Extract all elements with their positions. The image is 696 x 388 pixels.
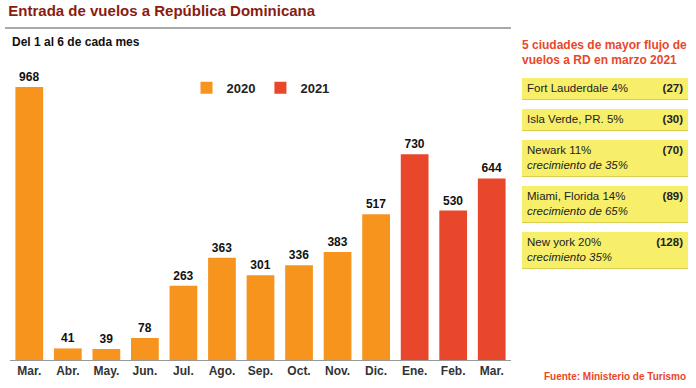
svg-text:Mar.: Mar. [17,364,41,378]
svg-text:Jul.: Jul. [173,364,194,378]
svg-text:263: 263 [173,269,193,283]
svg-text:363: 363 [212,241,232,255]
svg-text:Del 1 al 6 de cada mes: Del 1 al 6 de cada mes [12,35,140,49]
svg-text:2021: 2021 [300,81,329,96]
svg-text:644: 644 [482,161,502,175]
svg-text:Nov.: Nov. [325,364,350,378]
svg-text:530: 530 [443,194,463,208]
html-text:(128): (128) [656,236,683,248]
svg-text:Jun.: Jun. [133,364,158,378]
svg-text:336: 336 [289,248,309,262]
html-text:Fuente: Ministerio de Turismo: Fuente: Ministerio de Turismo [544,371,686,382]
svg-text:Mar.: Mar. [480,364,504,378]
svg-text:Feb.: Feb. [441,364,466,378]
html-text:crecimiento de 65%: crecimiento de 65% [527,205,628,217]
html-text:5 ciudades de mayor flujo de v: 5 ciudades de mayor flujo de vuelos a RD… [522,38,687,67]
html-text:(30): (30) [662,113,683,125]
html-text:(89): (89) [662,190,683,202]
svg-text:78: 78 [138,321,152,335]
svg-text:517: 517 [366,197,386,211]
html-text:New york 20%: New york 20% [527,236,602,248]
html-text:Miami, Florida 14%: Miami, Florida 14% [527,190,626,202]
html-text:Fort Lauderdale 4%: Fort Lauderdale 4% [527,82,628,94]
svg-text:41: 41 [61,331,75,345]
svg-text:301: 301 [250,258,270,272]
svg-text:Sep.: Sep. [248,364,273,378]
svg-text:2020: 2020 [227,81,256,96]
html-text:(27): (27) [662,82,683,94]
svg-text:730: 730 [404,137,424,151]
svg-text:May.: May. [93,364,119,378]
html-text:(70): (70) [662,144,683,156]
svg-text:Abr.: Abr. [56,364,79,378]
html-text:crecimiento 35%: crecimiento 35% [527,251,612,263]
html-text:crecimiento de 35%: crecimiento de 35% [527,159,628,171]
svg-text:Oct.: Oct. [287,364,310,378]
svg-text:39: 39 [100,332,114,346]
svg-text:Dic.: Dic. [365,364,387,378]
svg-text:968: 968 [19,70,39,84]
svg-text:Entrada de vuelos a República: Entrada de vuelos a República Dominicana [8,2,315,19]
svg-text:Ene.: Ene. [402,364,427,378]
svg-text:Ago.: Ago. [209,364,236,378]
svg-text:383: 383 [327,235,347,249]
html-text:Newark 11%: Newark 11% [527,144,592,156]
html-text:Isla Verde, PR. 5%: Isla Verde, PR. 5% [527,113,624,125]
